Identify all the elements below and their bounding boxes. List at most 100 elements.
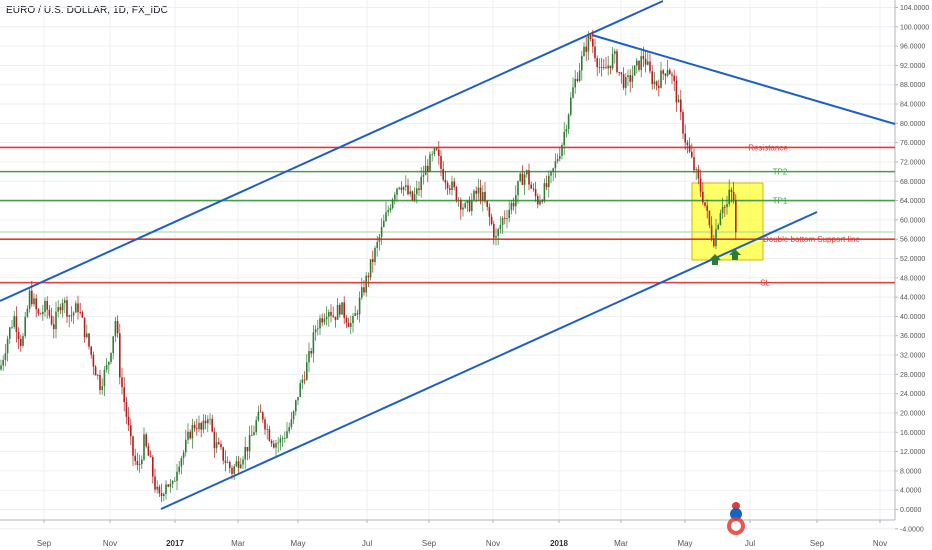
candle-body	[290, 419, 293, 428]
candle-body	[64, 300, 66, 303]
candle-body	[409, 191, 411, 195]
candle-body	[77, 303, 79, 313]
candle-body	[213, 431, 216, 449]
y-tick-label: 64.0000	[900, 198, 925, 205]
candle-body	[132, 436, 134, 456]
candle-body	[103, 369, 106, 387]
candle-body	[385, 212, 387, 221]
candle-body	[380, 226, 383, 237]
candle-body	[286, 431, 288, 438]
candle-body	[471, 199, 473, 212]
candle-body	[6, 338, 9, 354]
candle-body	[334, 316, 337, 320]
candle-body	[420, 176, 422, 190]
candle-body	[499, 224, 502, 230]
candle-body	[306, 362, 308, 380]
candle-body	[671, 74, 673, 76]
candle-body	[61, 302, 64, 311]
candle-body	[378, 236, 381, 242]
candle-body	[72, 312, 75, 316]
candle-body	[110, 353, 112, 363]
candle-body	[158, 486, 161, 494]
candle-body	[363, 287, 365, 293]
candle-body	[640, 56, 642, 70]
y-tick-label: 4.0000	[900, 488, 922, 495]
candle-body	[325, 316, 328, 319]
candle-body	[724, 206, 726, 208]
candle-body	[572, 87, 574, 98]
candle-body	[264, 419, 266, 430]
candle-body	[279, 438, 282, 443]
candle-body	[541, 201, 543, 202]
candle-body	[534, 189, 537, 197]
candle-body	[39, 313, 42, 315]
candle-body	[528, 170, 530, 185]
candle-body	[372, 259, 374, 263]
y-tick-label: 16.0000	[900, 430, 925, 437]
candle-body	[488, 206, 491, 217]
candle-body	[101, 386, 103, 391]
x-tick-label: Mar	[231, 539, 245, 548]
candle-body	[79, 312, 81, 313]
candle-body	[515, 195, 517, 207]
candle-body	[288, 427, 290, 432]
candle-body	[561, 144, 563, 156]
candle-body	[149, 455, 152, 458]
candle-body	[391, 199, 394, 208]
candle-body	[539, 201, 541, 205]
candle-body	[365, 275, 367, 293]
candle-body	[521, 173, 524, 185]
candle-body	[603, 67, 605, 68]
candle-body	[277, 442, 279, 444]
candle-body	[251, 434, 253, 436]
candle-body	[446, 182, 449, 189]
y-tick-label: 28.0000	[900, 372, 925, 379]
y-tick-label: 48.0000	[900, 275, 925, 282]
candle-body	[530, 184, 532, 189]
candle-body	[262, 412, 264, 420]
level-label: TP2	[773, 168, 788, 177]
candle-body	[42, 311, 44, 315]
candle-body	[651, 71, 653, 85]
candle-body	[411, 191, 414, 201]
candle-body	[552, 168, 554, 172]
candle-body	[193, 424, 196, 429]
candle-body	[468, 200, 471, 212]
candle-body	[653, 81, 656, 85]
candle-body	[576, 78, 579, 82]
candle-body	[174, 480, 176, 482]
x-tick-label: Mar	[614, 539, 628, 548]
candle-body	[682, 112, 684, 134]
candle-body	[134, 455, 136, 462]
candle-body	[44, 300, 46, 312]
candle-body	[394, 194, 396, 200]
x-tick-label: Jul	[745, 539, 755, 548]
candle-body	[464, 203, 466, 208]
x-tick-label: Sep	[810, 539, 825, 548]
candle-body	[235, 461, 238, 467]
candle-body	[431, 154, 433, 155]
candle-body	[616, 51, 618, 73]
candle-body	[605, 67, 607, 69]
candle-body	[138, 464, 141, 466]
candle-body	[407, 185, 409, 195]
candle-body	[88, 333, 90, 347]
candle-body	[545, 183, 548, 188]
candle-body	[413, 194, 416, 201]
candle-body	[677, 99, 680, 103]
y-tick-label: 24.0000	[900, 391, 925, 398]
candle-body	[48, 309, 51, 316]
candle-body	[317, 328, 319, 330]
candle-body	[563, 131, 565, 145]
candle-body	[611, 53, 614, 69]
candle-body	[339, 304, 341, 315]
candle-body	[462, 207, 464, 210]
candle-body	[728, 189, 730, 205]
candle-body	[435, 148, 438, 150]
candle-body	[299, 383, 301, 397]
candle-body	[479, 187, 482, 202]
candle-body	[189, 431, 191, 439]
candle-body	[625, 77, 627, 88]
